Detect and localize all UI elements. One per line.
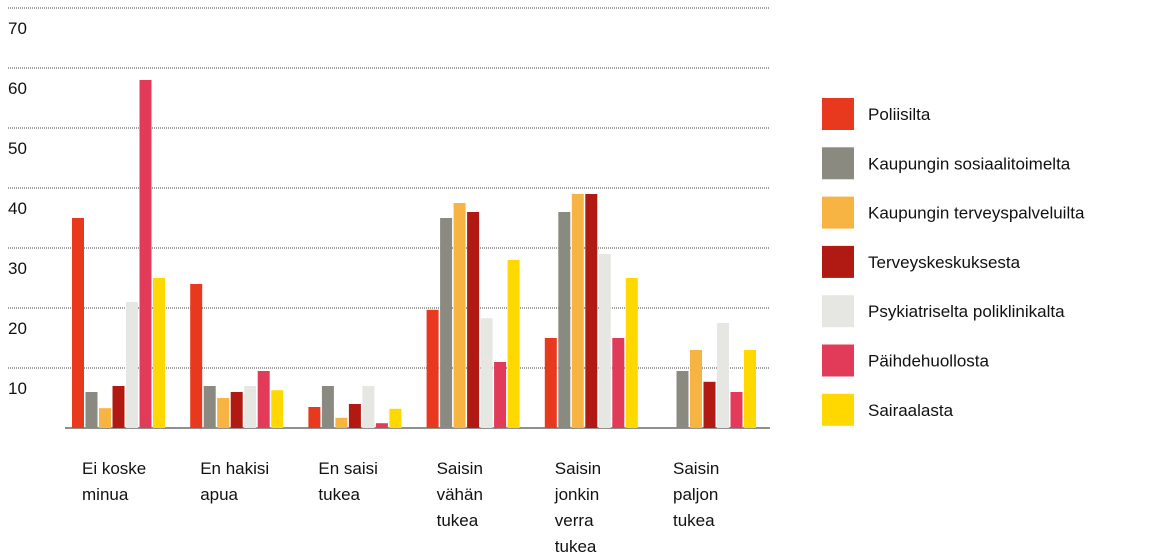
bar <box>257 371 270 428</box>
bar <box>389 408 402 428</box>
bar <box>467 212 480 428</box>
bar <box>544 338 557 428</box>
y-tick-label: 20 <box>8 319 27 338</box>
bar <box>112 386 125 428</box>
legend-label: Päihdehuollosta <box>868 352 990 371</box>
legend-label: Kaupungin sosiaalitoimelta <box>868 154 1071 173</box>
bar <box>139 80 152 428</box>
y-tick-label: 30 <box>8 259 27 278</box>
legend-label: Sairaalasta <box>868 401 954 420</box>
bar <box>612 338 625 428</box>
bar <box>453 203 466 428</box>
bar <box>72 218 84 428</box>
y-tick-label: 60 <box>8 79 27 98</box>
bar <box>375 423 388 428</box>
x-tick-label: En hakisi apua <box>200 459 270 504</box>
bar <box>558 212 571 428</box>
legend-label: Psykiatriselta poliklinikalta <box>868 302 1065 321</box>
bar <box>190 284 203 428</box>
bar <box>426 309 439 428</box>
bar <box>203 386 216 428</box>
bar <box>99 408 111 428</box>
bar <box>244 386 257 428</box>
bar <box>703 381 716 428</box>
y-tick-label: 10 <box>8 379 27 398</box>
bar <box>335 417 348 428</box>
x-tick-label: En saisi tukea <box>318 459 378 504</box>
legend-label: Kaupungin terveyspalveluilta <box>868 204 1085 223</box>
bar <box>153 278 165 428</box>
bar <box>230 392 243 428</box>
y-tick-label: 50 <box>8 139 27 158</box>
bar <box>362 386 375 428</box>
legend-swatch <box>822 295 854 328</box>
bar <box>507 260 520 428</box>
legend-swatch <box>822 98 854 130</box>
bar <box>717 323 729 428</box>
bar <box>585 194 598 428</box>
bar <box>625 278 638 428</box>
legend-swatch <box>822 147 854 180</box>
legend-label: Poliisilta <box>868 105 931 124</box>
bar <box>271 390 284 428</box>
bar <box>440 218 453 428</box>
x-tick-label: Saisin paljon tukea <box>673 459 720 530</box>
legend-swatch <box>822 196 854 229</box>
legend-swatch <box>822 245 854 278</box>
bar <box>308 407 321 428</box>
bar <box>85 392 98 428</box>
bar <box>126 302 138 428</box>
bar <box>348 404 361 428</box>
x-tick-label: Ei koske minua <box>82 459 147 504</box>
y-tick-label: 70 <box>8 19 27 38</box>
legend-swatch <box>822 393 854 426</box>
y-tick-label: 40 <box>8 199 27 218</box>
bar <box>676 371 689 428</box>
legend-swatch <box>822 344 854 377</box>
bar <box>571 194 584 428</box>
x-tick-label: Saisin jonkin verra tukea <box>554 459 602 554</box>
bar <box>217 398 230 428</box>
x-tick-label: Saisin vähän tukea <box>436 459 483 530</box>
bar <box>744 350 756 428</box>
bar <box>494 362 507 428</box>
bar <box>321 386 334 428</box>
legend-label: Terveyskeskuksesta <box>868 253 1021 272</box>
bar <box>690 350 702 428</box>
bar <box>480 318 493 428</box>
bar <box>730 392 743 428</box>
bar <box>598 254 611 428</box>
